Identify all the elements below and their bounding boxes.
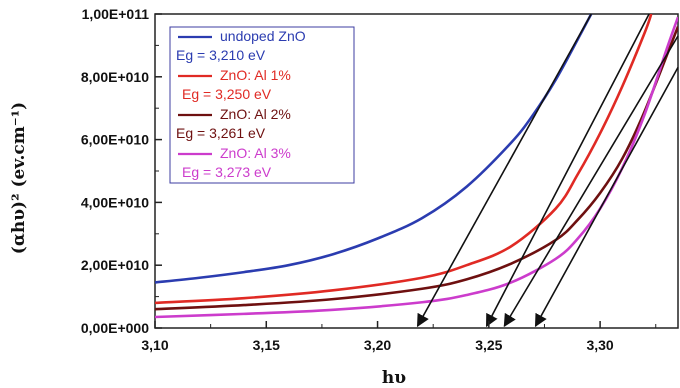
y-tick-label: 6,00E+010 bbox=[81, 132, 149, 148]
x-tick-label: 3,20 bbox=[364, 337, 391, 353]
legend-series-name: ZnO: Al 3% bbox=[220, 145, 291, 161]
y-axis-label: (αhυ)² (ev.cm⁻¹) bbox=[9, 102, 29, 254]
y-tick-label: 8,00E+010 bbox=[81, 69, 149, 85]
x-tick-label: 3,30 bbox=[586, 337, 613, 353]
x-axis-label: hυ bbox=[382, 368, 406, 388]
x-tick-label: 3,10 bbox=[141, 337, 168, 353]
y-tick-label: 2,00E+010 bbox=[81, 257, 149, 273]
tangent-arrows bbox=[416, 13, 679, 328]
tangent-arrow-1 bbox=[416, 13, 592, 328]
y-tick-label: 4,00E+010 bbox=[81, 194, 149, 210]
x-tick-label: 3,25 bbox=[475, 337, 502, 353]
series-line-1 bbox=[155, 14, 593, 284]
series-line-2 bbox=[155, 14, 653, 305]
legend-eg-label: Eg = 3,273 eV bbox=[182, 164, 272, 180]
legend-series-name: ZnO: Al 2% bbox=[220, 106, 291, 122]
legend: undoped ZnO Eg = 3,210 eV ZnO: Al 1% Eg = 3… bbox=[169, 26, 355, 184]
legend-eg-label: Eg = 3,250 eV bbox=[182, 86, 272, 102]
legend-series-name: ZnO: Al 1% bbox=[220, 67, 291, 83]
legend-box bbox=[169, 26, 355, 184]
legend-eg-label: Eg = 3,261 eV bbox=[176, 125, 266, 141]
x-tick-label: 3,15 bbox=[253, 337, 280, 353]
axes: 0,00E+000 2,00E+010 4,00E+010 6,00E+010 8,00… bbox=[81, 6, 657, 353]
tangent-arrow-2 bbox=[485, 13, 650, 328]
y-tick-label: 0,00E+000 bbox=[81, 320, 149, 336]
y-tick-label: 1,00E+011 bbox=[82, 6, 150, 22]
legend-eg-label: Eg = 3,210 eV bbox=[176, 47, 266, 63]
tangent-arrow-3 bbox=[503, 35, 679, 328]
series-line-4 bbox=[155, 16, 678, 319]
legend-series-name: undoped ZnO bbox=[220, 28, 306, 44]
tangent-arrow-4 bbox=[534, 66, 679, 328]
